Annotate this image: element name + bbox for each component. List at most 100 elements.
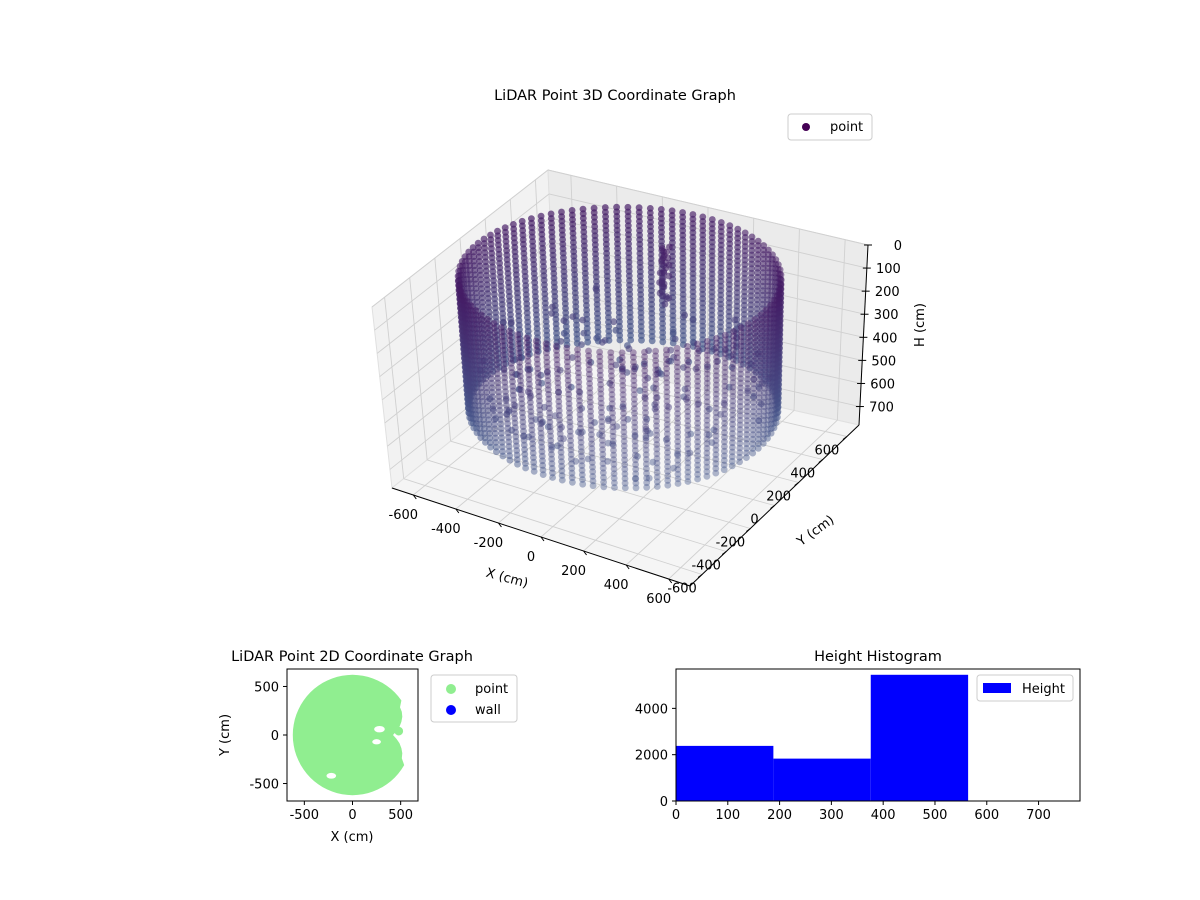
data-point xyxy=(544,367,551,375)
data-point xyxy=(502,360,510,368)
data-point xyxy=(575,428,582,436)
data-point xyxy=(498,434,506,442)
data-point xyxy=(773,382,781,390)
data-point xyxy=(544,381,552,389)
data-point xyxy=(694,377,701,385)
data-point xyxy=(729,411,737,419)
data-point xyxy=(703,393,711,401)
data-point xyxy=(756,352,764,360)
data-point xyxy=(736,403,744,410)
data-point xyxy=(534,365,542,372)
data-point xyxy=(736,398,744,406)
data-point xyxy=(599,460,607,467)
data-point xyxy=(694,471,701,478)
data-point xyxy=(773,373,781,381)
data-point xyxy=(541,403,548,411)
data-point xyxy=(755,412,763,420)
data-point xyxy=(729,406,737,414)
data-point xyxy=(520,441,528,449)
data-point xyxy=(661,300,669,308)
data-point xyxy=(764,416,772,424)
data-point xyxy=(703,342,711,350)
data-point xyxy=(578,466,586,474)
data-point xyxy=(482,439,489,446)
data-point xyxy=(695,347,703,355)
data-point xyxy=(728,453,736,461)
data-point xyxy=(621,465,629,473)
data-point xyxy=(517,377,524,385)
data-point xyxy=(564,367,572,375)
data-point xyxy=(597,390,605,398)
data-point xyxy=(706,405,713,413)
data-point xyxy=(577,425,584,432)
z-tick-label: 500 xyxy=(871,354,896,369)
data-point xyxy=(530,454,537,461)
data-point xyxy=(705,431,713,439)
data-point xyxy=(750,394,757,402)
data-point xyxy=(773,319,780,327)
data-point xyxy=(576,411,584,418)
data-point xyxy=(730,342,737,349)
data-point xyxy=(744,338,752,346)
data-point xyxy=(587,408,594,415)
data-point xyxy=(620,405,627,413)
data-point xyxy=(671,335,679,343)
data-point xyxy=(604,415,612,423)
x-tick-label: 100 xyxy=(715,808,740,823)
data-point xyxy=(606,380,614,387)
data-point xyxy=(632,484,640,492)
data-point xyxy=(508,426,516,434)
data-point xyxy=(765,361,773,369)
data-point xyxy=(585,361,593,369)
data-point xyxy=(643,415,651,423)
data-point xyxy=(771,365,779,372)
data-point xyxy=(756,375,763,383)
data-point xyxy=(760,389,768,397)
data-point xyxy=(694,354,701,362)
data-point xyxy=(729,360,737,368)
data-point xyxy=(659,254,667,262)
data-point xyxy=(621,461,629,468)
data-point xyxy=(768,406,775,414)
data-point xyxy=(731,327,739,335)
data-point xyxy=(568,455,575,463)
data-point xyxy=(553,351,561,359)
data-point xyxy=(630,391,638,398)
data-point xyxy=(616,356,624,364)
data-point xyxy=(547,427,554,435)
data-point xyxy=(560,317,568,324)
data-point xyxy=(772,324,780,331)
data-point xyxy=(737,342,745,350)
data-point xyxy=(492,347,500,355)
data-point xyxy=(511,356,519,363)
data-point xyxy=(579,428,586,436)
data-point xyxy=(580,329,588,337)
data-point xyxy=(744,380,751,388)
data-point xyxy=(769,361,776,368)
data-point xyxy=(760,394,768,401)
data-point xyxy=(493,356,500,364)
data-point xyxy=(495,393,503,400)
data-point xyxy=(703,351,711,359)
data-point xyxy=(773,292,781,299)
legend-marker-height xyxy=(983,683,1011,693)
data-point xyxy=(750,375,758,383)
data-point xyxy=(765,389,772,396)
data-point xyxy=(563,358,571,366)
data-point xyxy=(755,408,763,415)
data-point xyxy=(772,351,779,359)
data-point xyxy=(770,410,778,418)
data-point xyxy=(586,375,593,383)
data-point xyxy=(772,333,780,340)
data-point xyxy=(694,387,701,394)
data-point xyxy=(757,325,764,333)
data-point xyxy=(751,320,759,328)
data-point xyxy=(712,423,720,431)
data-point xyxy=(592,285,600,293)
data-point xyxy=(712,437,720,444)
data-point xyxy=(546,409,553,417)
data-point xyxy=(519,409,526,417)
data-point xyxy=(766,343,773,351)
data-point xyxy=(765,375,773,383)
data-point xyxy=(712,400,720,407)
